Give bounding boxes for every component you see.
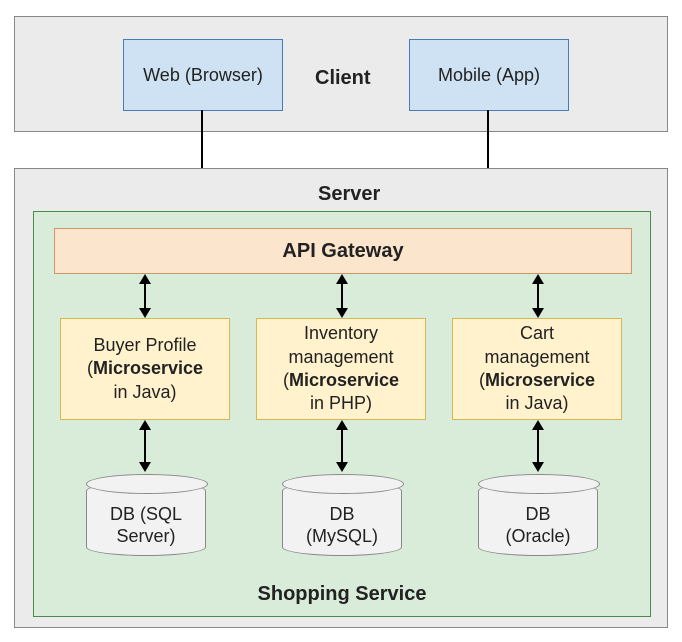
- db-sql-label: DB (SQL Server): [86, 504, 206, 547]
- arrow-cart-db-line: [537, 428, 539, 464]
- api-gateway-label: API Gateway: [282, 240, 403, 263]
- client-label: Client: [315, 67, 371, 90]
- db-oracle: DB (Oracle): [478, 474, 598, 564]
- microservice-buyer-text: Buyer Profile (Microservice in Java): [87, 334, 203, 404]
- arrow-gw-buyer-down: [139, 308, 151, 318]
- arrow-inv-db-line: [341, 428, 343, 464]
- microservice-inventory: Inventory management (Microservice in PH…: [256, 318, 426, 420]
- arrow-buyer-db-down: [139, 462, 151, 472]
- db-mysql: DB (MySQL): [282, 474, 402, 564]
- arrow-gw-cart-up: [532, 274, 544, 284]
- mobile-app-label: Mobile (App): [438, 65, 540, 86]
- arrow-gw-inv-line: [341, 282, 343, 310]
- mobile-app-box: Mobile (App): [409, 39, 569, 111]
- arrow-buyer-db-up: [139, 420, 151, 430]
- arrow-buyer-db-line: [144, 428, 146, 464]
- api-gateway-box: API Gateway: [54, 228, 632, 274]
- arrow-gw-buyer-up: [139, 274, 151, 284]
- arrow-gw-cart-down: [532, 308, 544, 318]
- microservice-cart: Cart management (Microservice in Java): [452, 318, 622, 420]
- server-section: Server API Gateway Buyer Profile (Micros…: [14, 168, 668, 628]
- microservice-inventory-text: Inventory management (Microservice in PH…: [283, 322, 399, 416]
- microservice-cart-text: Cart management (Microservice in Java): [479, 322, 595, 416]
- client-section: Web (Browser) Client Mobile (App): [14, 16, 668, 132]
- microservice-buyer: Buyer Profile (Microservice in Java): [60, 318, 230, 420]
- arrow-gw-inv-up: [336, 274, 348, 284]
- arrow-inv-db-up: [336, 420, 348, 430]
- arrow-cart-db-down: [532, 462, 544, 472]
- db-oracle-label: DB (Oracle): [478, 504, 598, 547]
- db-mysql-label: DB (MySQL): [282, 504, 402, 547]
- arrow-gw-buyer-line: [144, 282, 146, 310]
- arrow-gw-cart-line: [537, 282, 539, 310]
- server-label: Server: [318, 183, 380, 206]
- arrow-inv-db-down: [336, 462, 348, 472]
- arrow-cart-db-up: [532, 420, 544, 430]
- web-browser-box: Web (Browser): [123, 39, 283, 111]
- arrow-gw-inv-down: [336, 308, 348, 318]
- shopping-service-label: Shopping Service: [34, 583, 650, 606]
- shopping-service-box: API Gateway Buyer Profile (Microservice …: [33, 211, 651, 617]
- db-sql: DB (SQL Server): [86, 474, 206, 564]
- web-browser-label: Web (Browser): [143, 65, 263, 86]
